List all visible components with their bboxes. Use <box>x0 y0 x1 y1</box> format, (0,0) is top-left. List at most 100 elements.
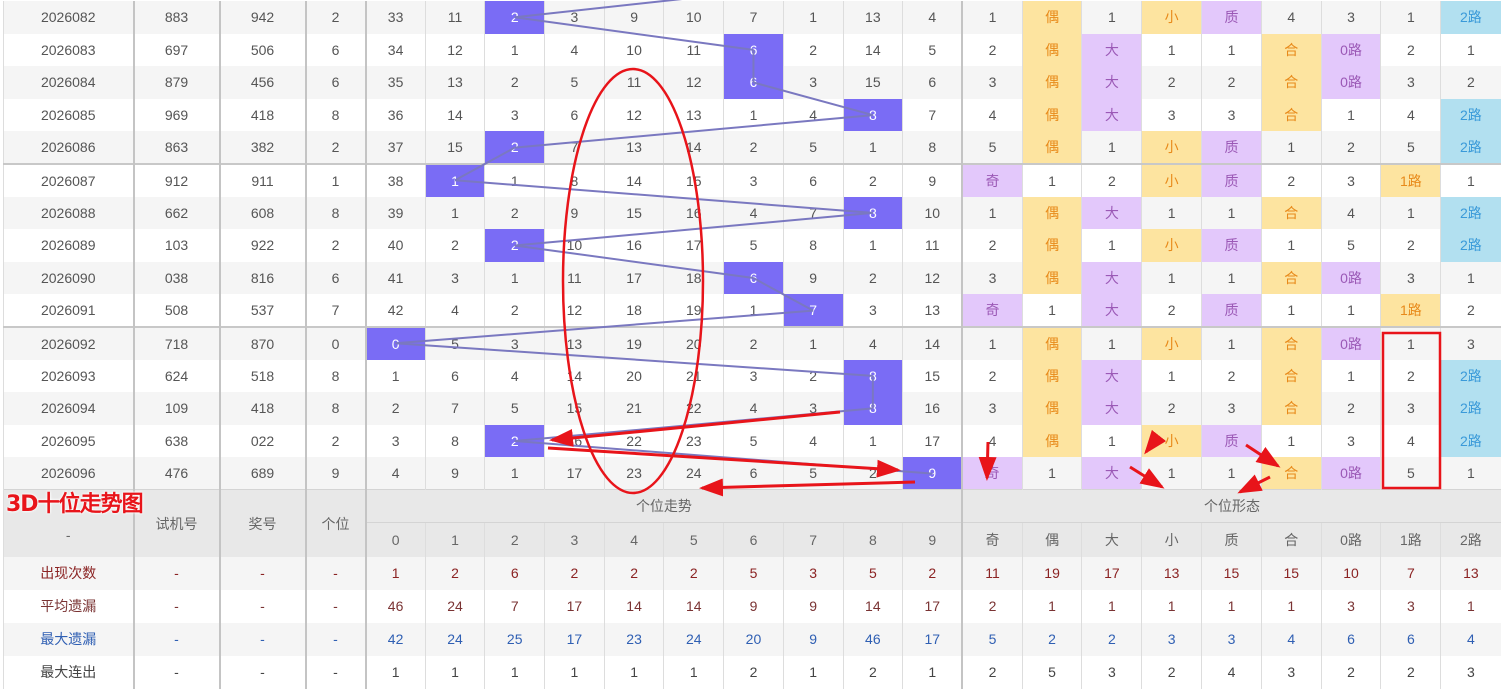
stats-cell: 24 <box>424 622 485 656</box>
table-row: 2026089 103 922 2 40 2 2 10 16 17 5 8 1 11 2 偶 1 小质 1 5 2 2路 <box>3 229 1501 262</box>
omission-cell: 34 <box>364 33 426 67</box>
omission-cell: 22 <box>663 392 724 425</box>
form-cell: 质 <box>1201 162 1262 197</box>
header-draw-number: 奖号 <box>218 489 306 557</box>
draw-number-cell: 942 <box>218 1 306 34</box>
omission-cell: 16 <box>603 229 664 262</box>
omission-cell: 10 <box>663 1 724 34</box>
omission-cell: 17 <box>544 457 605 490</box>
omission-cell: 14 <box>544 359 605 393</box>
form-cell: 3 <box>1201 98 1262 132</box>
table-row: 2026094 109 418 8 2 7 5 15 21 22 4 3 8 16 3 偶大 2 3 合 2 3 2路 <box>3 392 1501 425</box>
stats-cell: 2 <box>723 655 784 689</box>
form-cell: 质 <box>1201 424 1262 458</box>
form-cell: 质 <box>1201 294 1262 327</box>
stats-cell: 9 <box>723 589 784 623</box>
draw-number-cell: 506 <box>218 33 306 67</box>
test-number-cell: 109 <box>132 392 220 425</box>
omission-cell: 15 <box>902 359 963 393</box>
omission-cell: 20 <box>603 359 664 393</box>
omission-cell: 42 <box>364 294 426 327</box>
omission-cell: 7 <box>782 196 843 230</box>
omission-cell: 14 <box>663 131 724 164</box>
form-cell: 4 <box>1380 424 1441 458</box>
form-cell: 1 <box>1260 229 1322 262</box>
stats-row: 最大遗漏 - - -42 24 25 17 23 24 20 9 46 17 5 2 2 3 3 4 6 6 4 <box>3 622 1501 656</box>
form-cell: 偶 <box>1021 261 1082 295</box>
form-cell: 合 <box>1260 98 1322 132</box>
stats-cell: 1 <box>364 556 426 590</box>
stats-cell: 3 <box>782 556 843 590</box>
omission-cell: 4 <box>484 359 545 393</box>
omission-cell: 39 <box>364 196 426 230</box>
trend-table: 2026082 883 942 2 33 11 2 3 9 10 7 1 13 4 1 偶 1 小质 4 3 1 2路 20… <box>3 1 1501 689</box>
form-cell: 2 <box>1141 294 1202 327</box>
stats-label: 出现次数 <box>3 556 134 590</box>
omission-cell: 3 <box>364 424 426 458</box>
stats-cell: 2 <box>1320 655 1381 689</box>
stats-cell: 14 <box>663 589 724 623</box>
omission-cell: 1 <box>364 359 426 393</box>
stats-cell: - <box>304 589 366 623</box>
omission-cell: 4 <box>364 457 426 490</box>
omission-cell: 5 <box>902 33 963 67</box>
stats-cell: 1 <box>364 655 426 689</box>
header-form: 合 <box>1260 522 1322 557</box>
omission-cell: 15 <box>424 131 485 164</box>
form-cell: 2路 <box>1440 131 1501 164</box>
stats-cell: 3 <box>1380 589 1441 623</box>
stats-cell: 1 <box>1021 589 1082 623</box>
stats-cell: 2 <box>544 556 605 590</box>
stats-cell: - <box>218 556 306 590</box>
form-cell: 1 <box>1380 325 1441 360</box>
ones-digit-cell: 0 <box>304 325 366 360</box>
form-cell: 3 <box>1141 98 1202 132</box>
stats-cell: 24 <box>663 622 724 656</box>
form-cell: 2路 <box>1440 424 1501 458</box>
omission-cell: 2 <box>723 325 784 360</box>
test-number-cell: 969 <box>132 98 220 132</box>
form-cell: 合 <box>1260 457 1322 490</box>
stats-cell: - <box>304 622 366 656</box>
form-cell: 5 <box>1320 229 1381 262</box>
stats-cell: - <box>132 556 220 590</box>
omission-cell: 16 <box>544 424 605 458</box>
form-cell: 1 <box>1380 1 1441 34</box>
form-cell: 1 <box>1081 325 1142 360</box>
form-cell: 1 <box>1201 196 1262 230</box>
stats-cell: 46 <box>364 589 426 623</box>
header-form: 0路 <box>1320 522 1381 557</box>
form-cell: 2 <box>1201 359 1262 393</box>
stats-cell: 5 <box>961 622 1023 656</box>
omission-cell: 33 <box>364 1 426 34</box>
stats-cell: 1 <box>1260 589 1322 623</box>
form-cell: 3 <box>961 261 1023 295</box>
test-number-cell: 508 <box>132 294 220 327</box>
omission-cell: 5 <box>782 457 843 490</box>
stats-cell: 2 <box>902 556 963 590</box>
table-row: 2026092 718 870 0 0 5 3 13 19 20 2 1 4 14 1 偶 1 小 1 合 0路 1 3 <box>3 325 1501 360</box>
form-cell: 1 <box>1021 162 1082 197</box>
header-digit: 7 <box>782 522 843 557</box>
omission-cell: 2 <box>484 196 545 230</box>
stats-cell: 14 <box>603 589 664 623</box>
issue-cell: 2026088 <box>3 196 134 230</box>
omission-cell: 2 <box>723 131 784 164</box>
omission-cell: 3 <box>782 392 843 425</box>
omission-cell: 5 <box>723 424 784 458</box>
form-cell: 1路 <box>1380 294 1441 327</box>
omission-cell: 5 <box>424 325 485 360</box>
form-cell: 1 <box>1320 359 1381 393</box>
draw-number-cell: 518 <box>218 359 306 393</box>
form-cell: 1 <box>1021 294 1082 327</box>
draw-number-cell: 922 <box>218 229 306 262</box>
form-cell: 1 <box>1440 33 1501 67</box>
form-cell: 偶 <box>1021 33 1082 67</box>
stats-cell: 23 <box>603 622 664 656</box>
form-cell: 1 <box>961 196 1023 230</box>
form-cell: 2路 <box>1440 196 1501 230</box>
form-cell: 1 <box>1201 33 1262 67</box>
draw-number-cell: 022 <box>218 424 306 458</box>
test-number-cell: 476 <box>132 457 220 490</box>
omission-cell: 38 <box>364 162 426 197</box>
